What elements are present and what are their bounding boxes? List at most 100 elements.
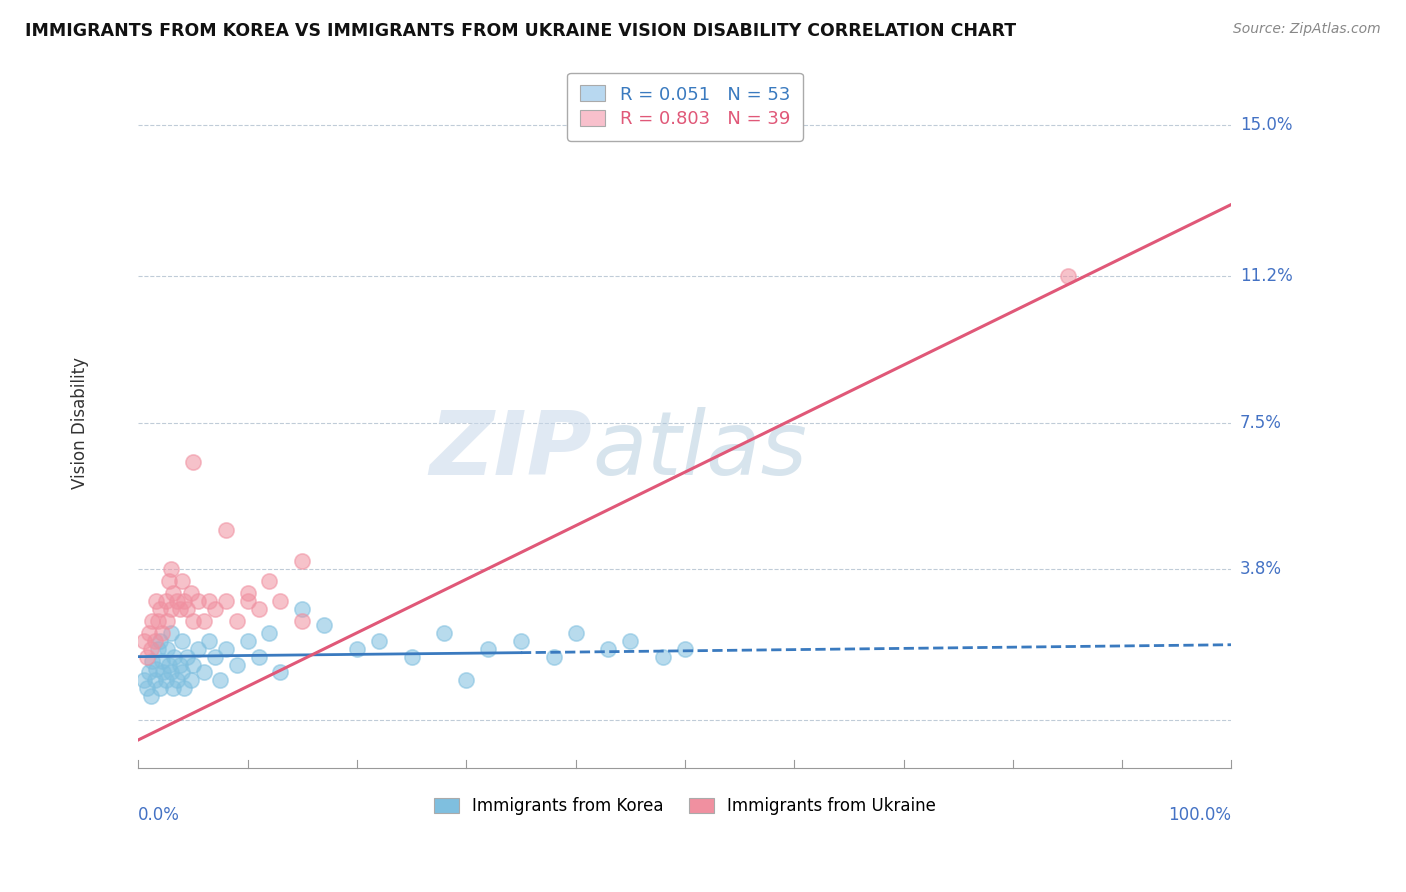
Point	[176, 649, 198, 664]
Point	[136, 681, 159, 696]
Point	[166, 594, 188, 608]
Point	[146, 614, 169, 628]
Point	[157, 574, 180, 589]
Point	[146, 641, 169, 656]
Point	[673, 641, 696, 656]
Point	[169, 602, 191, 616]
Point	[564, 625, 586, 640]
Point	[181, 455, 204, 469]
Point	[138, 665, 160, 680]
Point	[314, 618, 336, 632]
Point	[193, 665, 215, 680]
Text: Vision Disability: Vision Disability	[72, 357, 89, 489]
Point	[181, 657, 204, 672]
Point	[598, 641, 620, 656]
Point	[215, 641, 238, 656]
Text: IMMIGRANTS FROM KOREA VS IMMIGRANTS FROM UKRAINE VISION DISABILITY CORRELATION C: IMMIGRANTS FROM KOREA VS IMMIGRANTS FROM…	[25, 22, 1017, 40]
Point	[346, 641, 368, 656]
Point	[198, 633, 221, 648]
Point	[433, 625, 456, 640]
Point	[157, 657, 180, 672]
Point	[180, 673, 202, 688]
Point	[150, 625, 173, 640]
Point	[162, 681, 184, 696]
Point	[156, 614, 179, 628]
Point	[141, 654, 163, 668]
Point	[173, 594, 195, 608]
Point	[180, 586, 202, 600]
Text: 15.0%: 15.0%	[1240, 116, 1292, 134]
Point	[132, 633, 155, 648]
Text: ZIP: ZIP	[429, 407, 592, 493]
Point	[215, 594, 238, 608]
Point	[149, 681, 172, 696]
Point	[145, 661, 167, 675]
Point	[509, 633, 531, 648]
Point	[247, 602, 270, 616]
Point	[152, 665, 174, 680]
Point	[259, 625, 281, 640]
Point	[367, 633, 389, 648]
Point	[155, 673, 177, 688]
Text: 7.5%: 7.5%	[1240, 414, 1282, 432]
Point	[156, 641, 179, 656]
Point	[215, 523, 238, 537]
Point	[145, 594, 167, 608]
Text: 0.0%: 0.0%	[138, 805, 180, 823]
Point	[170, 574, 193, 589]
Point	[160, 665, 183, 680]
Point	[652, 649, 675, 664]
Point	[155, 594, 177, 608]
Point	[204, 649, 226, 664]
Point	[132, 673, 155, 688]
Point	[236, 594, 259, 608]
Legend: Immigrants from Korea, Immigrants from Ukraine: Immigrants from Korea, Immigrants from U…	[427, 790, 942, 822]
Point	[187, 641, 209, 656]
Text: 100.0%: 100.0%	[1168, 805, 1232, 823]
Point	[169, 657, 191, 672]
Point	[150, 654, 173, 668]
Point	[170, 633, 193, 648]
Point	[543, 649, 565, 664]
Point	[236, 586, 259, 600]
Point	[138, 625, 160, 640]
Point	[456, 673, 478, 688]
Point	[181, 614, 204, 628]
Point	[166, 673, 188, 688]
Point	[160, 625, 183, 640]
Point	[162, 586, 184, 600]
Point	[291, 602, 314, 616]
Point	[209, 673, 232, 688]
Point	[176, 602, 198, 616]
Point	[160, 602, 183, 616]
Point	[136, 649, 159, 664]
Point	[149, 633, 172, 648]
Text: 3.8%: 3.8%	[1240, 560, 1282, 578]
Point	[187, 594, 209, 608]
Point	[141, 614, 163, 628]
Text: atlas: atlas	[592, 407, 807, 493]
Point	[143, 633, 166, 648]
Point	[619, 633, 641, 648]
Point	[170, 665, 193, 680]
Point	[477, 641, 499, 656]
Point	[141, 641, 163, 656]
Point	[1056, 268, 1078, 283]
Point	[259, 574, 281, 589]
Point	[149, 602, 172, 616]
Point	[225, 614, 247, 628]
Point	[247, 649, 270, 664]
Point	[236, 633, 259, 648]
Point	[291, 554, 314, 568]
Text: Source: ZipAtlas.com: Source: ZipAtlas.com	[1233, 22, 1381, 37]
Point	[291, 614, 314, 628]
Point	[141, 690, 163, 704]
Point	[198, 594, 221, 608]
Point	[143, 673, 166, 688]
Point	[163, 649, 186, 664]
Text: 11.2%: 11.2%	[1240, 267, 1292, 285]
Point	[160, 562, 183, 576]
Point	[225, 657, 247, 672]
Point	[269, 665, 291, 680]
Point	[173, 681, 195, 696]
